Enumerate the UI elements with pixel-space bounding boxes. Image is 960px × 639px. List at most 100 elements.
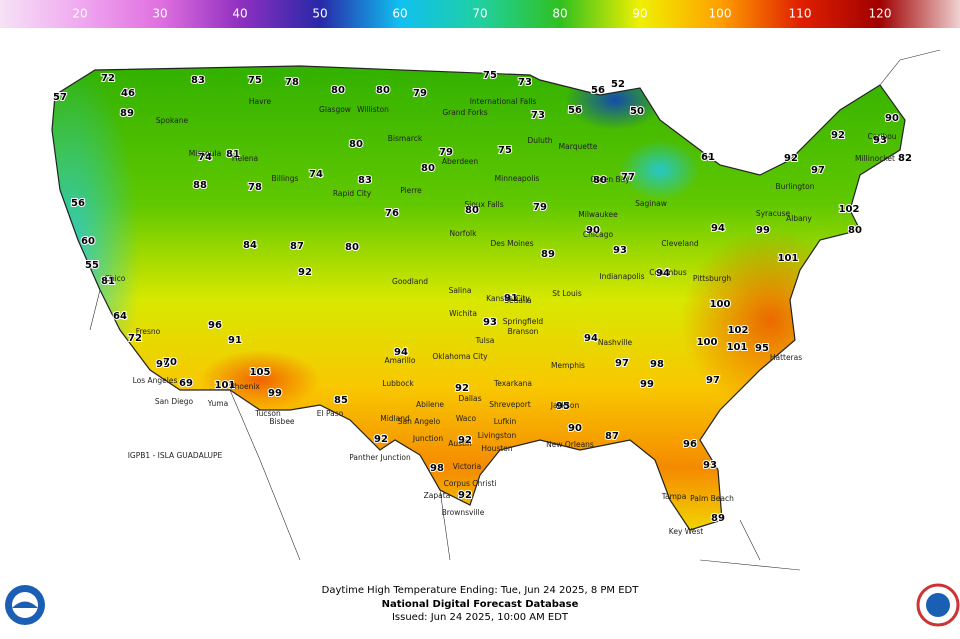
place-label: Indianapolis xyxy=(599,272,644,281)
place-label: Havre xyxy=(249,97,272,106)
temperature-label: 94 xyxy=(656,268,670,279)
place-label: Tampa xyxy=(661,492,687,501)
place-label: Corpus Christi xyxy=(444,479,497,488)
temperature-label: 93 xyxy=(483,317,497,328)
temperature-label: 80 xyxy=(349,139,363,150)
place-label: Austin xyxy=(448,439,472,448)
place-label: Key West xyxy=(669,527,703,536)
temperature-label: 99 xyxy=(640,379,654,390)
place-label: Pierre xyxy=(400,186,422,195)
place-label: Waco xyxy=(456,414,477,423)
temperature-label: 78 xyxy=(285,77,299,88)
temperature-label: 95 xyxy=(755,343,769,354)
temperature-label: 97 xyxy=(706,375,720,386)
temperature-label: 80 xyxy=(593,175,607,186)
place-label: Burlington xyxy=(776,182,815,191)
temperature-label: 101 xyxy=(727,342,748,353)
place-label: Pittsburgh xyxy=(693,274,731,283)
place-label: Amarillo xyxy=(385,356,416,365)
caption-issued: Issued: Jun 24 2025, 10:00 AM EDT xyxy=(392,612,569,623)
temperature-label: 92 xyxy=(374,434,388,445)
place-label: Panther Junction xyxy=(349,453,411,462)
place-label: Brownsville xyxy=(442,508,485,517)
place-label: Williston xyxy=(357,105,389,114)
caption-source: National Digital Forecast Database xyxy=(382,599,579,610)
temperature-label: 81 xyxy=(101,276,115,287)
temperature-label: 92 xyxy=(784,153,798,164)
temperature-label: 91 xyxy=(504,293,518,304)
temperature-label: 92 xyxy=(455,383,469,394)
place-label: Helena xyxy=(232,154,258,163)
temperature-label: 83 xyxy=(191,75,205,86)
temperature-label: 75 xyxy=(248,75,262,86)
temperature-label: 92 xyxy=(298,267,312,278)
temperature-label: 77 xyxy=(621,172,635,183)
temperature-label: 90 xyxy=(885,113,899,124)
place-label: Victoria xyxy=(453,462,481,471)
place-label: Springfield xyxy=(503,317,544,326)
temperature-label: 64 xyxy=(113,311,127,322)
temperature-label: 79 xyxy=(533,202,547,213)
place-label: International Falls xyxy=(470,97,537,106)
temperature-label: 81 xyxy=(226,149,240,160)
temperature-label: 60 xyxy=(81,236,95,247)
temperature-label: 90 xyxy=(568,423,582,434)
temperature-label: 101 xyxy=(215,380,236,391)
place-label: Shreveport xyxy=(489,400,531,409)
place-label: Goodland xyxy=(392,277,428,286)
temperature-label: 80 xyxy=(376,85,390,96)
temperature-label: 91 xyxy=(228,335,242,346)
place-label: Fresno xyxy=(136,327,161,336)
temperature-label: 82 xyxy=(898,153,912,164)
temperature-label: 75 xyxy=(483,70,497,81)
place-label: Syracuse xyxy=(756,209,791,218)
place-label: Lufkin xyxy=(494,417,517,426)
temperature-label: 100 xyxy=(697,337,718,348)
place-label: Sedalia xyxy=(504,296,532,305)
nws-logo xyxy=(916,583,960,627)
temperature-label: 93 xyxy=(873,135,887,146)
place-label: Phoenix xyxy=(230,382,260,391)
temperature-label: 102 xyxy=(839,204,860,215)
temperature-label: 84 xyxy=(243,240,257,251)
place-label: Texarkana xyxy=(493,379,532,388)
place-label: Bismarck xyxy=(388,134,423,143)
colorbar-tick-label: 50 xyxy=(312,7,327,21)
place-label: Bisbee xyxy=(269,417,295,426)
place-label: Lubbock xyxy=(382,379,414,388)
place-label: Palm Beach xyxy=(690,494,734,503)
place-label: St Louis xyxy=(552,289,582,298)
place-label: Missoula xyxy=(189,149,221,158)
temperature-label: 92 xyxy=(458,490,472,501)
place-label: Jackson xyxy=(550,401,580,410)
place-label: Tulsa xyxy=(475,336,495,345)
place-label: Tucson xyxy=(254,409,281,418)
temperature-label: 96 xyxy=(683,439,697,450)
temperature-label: 98 xyxy=(650,359,664,370)
place-label: Spokane xyxy=(156,116,189,125)
place-label: New Orleans xyxy=(546,440,594,449)
place-label: Dallas xyxy=(458,394,481,403)
temperature-label: 93 xyxy=(613,245,627,256)
place-label: Albany xyxy=(786,214,812,223)
temperature-label: 61 xyxy=(701,152,715,163)
place-label: Salina xyxy=(449,286,472,295)
temperature-label: 90 xyxy=(586,225,600,236)
place-label: Duluth xyxy=(527,136,552,145)
place-label: Wichita xyxy=(449,309,477,318)
colorbar-tick-label: 30 xyxy=(152,7,167,21)
temperature-label: 72 xyxy=(101,73,115,84)
temperature-label: 56 xyxy=(591,85,605,96)
temperature-label: 97 xyxy=(811,165,825,176)
temperature-label: 85 xyxy=(334,395,348,406)
colorbar xyxy=(0,0,960,28)
colorbar-tick-label: 60 xyxy=(392,7,407,21)
temperature-label: 105 xyxy=(250,367,271,378)
colorbar-tick-label: 40 xyxy=(232,7,247,21)
place-label: Marquette xyxy=(559,142,598,151)
temperature-label: 83 xyxy=(358,175,372,186)
place-label: Zapata xyxy=(424,491,451,500)
temperature-label: 93 xyxy=(703,460,717,471)
place-label: Kansas City xyxy=(486,294,530,303)
